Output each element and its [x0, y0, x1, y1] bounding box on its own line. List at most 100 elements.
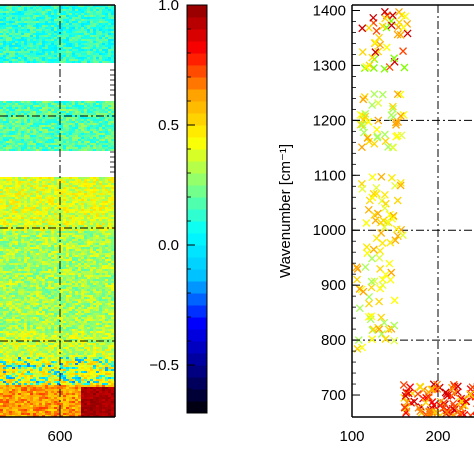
- heatmap-cell: [81, 205, 84, 207]
- heatmap-cell: [42, 213, 45, 215]
- heatmap-cell: [69, 121, 72, 123]
- heatmap-cell: [87, 15, 90, 17]
- heatmap-cell: [81, 315, 84, 317]
- heatmap-cell: [57, 317, 60, 319]
- heatmap-cell: [3, 21, 6, 23]
- heatmap-cell: [45, 297, 48, 299]
- heatmap-cell: [15, 229, 18, 231]
- heatmap-cell: [42, 17, 45, 19]
- heatmap-cell: [6, 43, 9, 45]
- heatmap-cell: [99, 31, 102, 33]
- heatmap-cell: [0, 221, 3, 223]
- heatmap-cell: [42, 181, 45, 183]
- heatmap-cell: [96, 25, 99, 27]
- heatmap-cell: [75, 265, 78, 267]
- heatmap-cell: [60, 301, 63, 303]
- heatmap-cell: [0, 55, 3, 57]
- heatmap-cell: [69, 297, 72, 299]
- heatmap-cell: [75, 59, 78, 61]
- heatmap-cell: [12, 21, 15, 23]
- heatmap-cell: [81, 199, 84, 201]
- heatmap-cell: [63, 249, 66, 251]
- heatmap-cell: [27, 267, 30, 269]
- heatmap-cell: [42, 255, 45, 257]
- heatmap-cell: [9, 195, 12, 197]
- heatmap-cell: [81, 119, 84, 121]
- heatmap-cell: [60, 121, 63, 123]
- heatmap-cell: [78, 225, 81, 227]
- heatmap-cell: [39, 197, 42, 199]
- heatmap-cell: [72, 221, 75, 223]
- heatmap-cell: [21, 49, 24, 51]
- heatmap-cell: [72, 309, 75, 311]
- heatmap-cell: [15, 207, 18, 209]
- heatmap-cell: [87, 31, 90, 33]
- heatmap-cell: [24, 291, 27, 293]
- heatmap-cell: [102, 289, 105, 291]
- heatmap-cell: [48, 145, 51, 147]
- heatmap-cell: [48, 13, 51, 15]
- heatmap-cell: [72, 207, 75, 209]
- heatmap-cell: [30, 213, 33, 215]
- heatmap-cell: [45, 29, 48, 31]
- heatmap-cell: [93, 317, 96, 319]
- heatmap-cell: [96, 251, 99, 253]
- heatmap-cell: [51, 211, 54, 213]
- heatmap-cell: [12, 253, 15, 255]
- heatmap-cell: [69, 119, 72, 121]
- heatmap-cell: [81, 61, 84, 63]
- heatmap-cell: [72, 307, 75, 309]
- heatmap-cell: [96, 269, 99, 271]
- heatmap-cell: [96, 321, 99, 323]
- heatmap-cell: [54, 291, 57, 293]
- heatmap-cell: [12, 301, 15, 303]
- heatmap-cell: [102, 185, 105, 187]
- heatmap-cell: [12, 293, 15, 295]
- heatmap-cell: [69, 35, 72, 37]
- heatmap-cell: [33, 119, 36, 121]
- heatmap-cell: [39, 57, 42, 59]
- heatmap-cell: [51, 203, 54, 205]
- heatmap-cell: [27, 291, 30, 293]
- heatmap-cell: [21, 197, 24, 199]
- heatmap-cell: [36, 195, 39, 197]
- heatmap-cell: [51, 17, 54, 19]
- heatmap-cell: [108, 107, 111, 109]
- heatmap-cell: [69, 133, 72, 135]
- heatmap-cell: [36, 229, 39, 231]
- heatmap-cell: [39, 131, 42, 133]
- heatmap-cell: [108, 281, 111, 283]
- heatmap-cell: [27, 323, 30, 325]
- heatmap-cell: [72, 19, 75, 21]
- heatmap-cell: [63, 203, 66, 205]
- heatmap-cell: [9, 255, 12, 257]
- heatmap-cell: [87, 295, 90, 297]
- heatmap-cell: [27, 43, 30, 45]
- heatmap-cell: [81, 191, 84, 193]
- heatmap-cell: [15, 245, 18, 247]
- heatmap-cell: [57, 207, 60, 209]
- heatmap-cell: [15, 25, 18, 27]
- heatmap-cell: [33, 317, 36, 319]
- heatmap-cell: [9, 295, 12, 297]
- heatmap-cell: [75, 203, 78, 205]
- heatmap-cell: [54, 13, 57, 15]
- heatmap-cell: [93, 141, 96, 143]
- heatmap-cell: [48, 317, 51, 319]
- heatmap-cell: [45, 207, 48, 209]
- heatmap-cell: [87, 299, 90, 301]
- heatmap-cell: [33, 265, 36, 267]
- heatmap-cell: [60, 219, 63, 221]
- heatmap-cell: [9, 17, 12, 19]
- heatmap-cell: [48, 323, 51, 325]
- heatmap-cell: [93, 217, 96, 219]
- heatmap-cell: [69, 127, 72, 129]
- heatmap-cell: [69, 189, 72, 191]
- heatmap-cell: [90, 117, 93, 119]
- heatmap-cell: [15, 283, 18, 285]
- heatmap-cell: [39, 201, 42, 203]
- heatmap-cell: [111, 27, 114, 29]
- heatmap-cell: [75, 141, 78, 143]
- heatmap-cell: [69, 243, 72, 245]
- heatmap-cell: [78, 51, 81, 53]
